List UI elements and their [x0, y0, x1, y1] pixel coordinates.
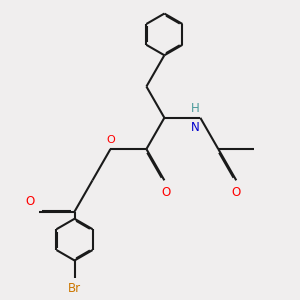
Text: H: H: [191, 102, 200, 115]
Text: N: N: [191, 121, 200, 134]
Text: O: O: [161, 186, 171, 199]
Text: O: O: [106, 136, 115, 146]
Text: O: O: [26, 195, 35, 208]
Text: Br: Br: [68, 282, 81, 295]
Text: O: O: [232, 186, 241, 199]
